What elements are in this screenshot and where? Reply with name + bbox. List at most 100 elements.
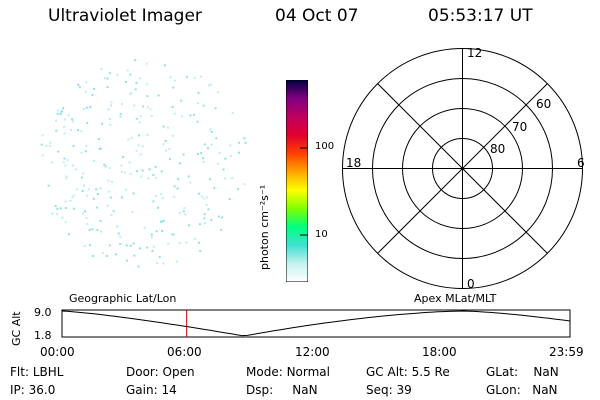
uv-pixel: [162, 219, 165, 222]
uv-pixel: [210, 219, 213, 222]
uv-pixel: [72, 145, 75, 148]
info-flt: Flt: LBHL: [10, 365, 64, 379]
uv-pixel: [202, 104, 205, 107]
uv-pixel: [183, 207, 186, 210]
uv-pixel: [238, 151, 240, 154]
uv-pixel: [64, 207, 67, 209]
uv-pixel: [112, 210, 115, 213]
uv-pixel: [109, 72, 112, 75]
uv-pixel: [200, 152, 203, 155]
uv-pixel: [231, 177, 234, 180]
uv-pixel: [146, 133, 149, 136]
uv-pixel: [161, 220, 164, 223]
uv-pixel: [207, 208, 210, 211]
uv-pixel: [119, 243, 122, 245]
uv-pixel: [181, 115, 184, 118]
uv-pixel: [171, 134, 174, 137]
uv-pixel: [106, 77, 109, 80]
uv-pixel: [187, 175, 190, 178]
uv-pixel: [68, 233, 70, 236]
uv-pixel: [173, 195, 176, 198]
uv-pixel: [132, 192, 135, 195]
uv-pixel: [101, 251, 104, 254]
uv-pixel: [189, 114, 192, 117]
uv-pixel: [117, 232, 120, 235]
uv-pixel: [160, 170, 163, 173]
uv-pixel: [156, 206, 159, 209]
uv-pixel: [95, 188, 98, 191]
uv-pixel: [152, 174, 155, 176]
uv-pixel: [185, 241, 188, 244]
uv-pixel: [56, 207, 59, 210]
uv-pixel: [222, 168, 225, 171]
uv-pixel: [130, 136, 133, 139]
uv-pixel: [203, 213, 206, 216]
uv-pixel: [172, 233, 175, 236]
uv-pixel: [171, 233, 174, 236]
uv-pixel: [80, 151, 83, 154]
uv-pixel: [155, 230, 158, 233]
uv-pixel: [86, 194, 88, 197]
uv-pixel: [210, 143, 213, 146]
uv-pixel: [59, 207, 62, 210]
uv-pixel: [109, 124, 112, 126]
date-label: 04 Oct 07: [275, 6, 359, 26]
uv-pixel: [146, 246, 149, 249]
uv-pixel: [109, 118, 111, 120]
uv-pixel: [150, 115, 153, 117]
uv-pixel: [55, 129, 58, 132]
uv-pixel: [138, 121, 141, 124]
uv-pixel: [182, 210, 185, 213]
uv-pixel: [123, 171, 126, 174]
uv-pixel: [119, 116, 122, 118]
uv-pixel: [136, 170, 139, 173]
uv-pixel: [176, 187, 179, 190]
uv-pixel: [111, 180, 113, 183]
uv-pixel: [169, 158, 171, 161]
uv-pixel: [149, 108, 152, 111]
uv-pixel: [84, 150, 87, 153]
uv-pixel: [150, 236, 153, 239]
uv-pixel: [129, 244, 132, 247]
uv-pixel: [106, 255, 108, 257]
uv-pixel: [218, 151, 221, 154]
uv-pixel: [108, 167, 111, 170]
uv-pixel: [198, 192, 201, 195]
uv-pixel: [71, 118, 74, 121]
uv-pixel: [224, 157, 227, 160]
uv-pixel: [85, 144, 88, 147]
uv-pixel: [197, 101, 200, 104]
uv-pixel: [197, 92, 200, 95]
uv-pixel: [137, 134, 140, 137]
uv-pixel: [61, 216, 64, 219]
uv-pixel: [147, 177, 150, 180]
uv-pixel: [228, 198, 231, 201]
uv-pixel: [88, 228, 91, 231]
uv-pixel: [132, 242, 135, 245]
mlt-label-12: 12: [467, 46, 483, 60]
uv-pixel: [125, 188, 127, 191]
time-tick-1800: 18:00: [422, 345, 457, 359]
uv-pixel: [178, 242, 181, 244]
info-dsp: Dsp: NaN: [246, 383, 318, 397]
uv-pixel: [81, 176, 83, 179]
uv-pixel: [134, 88, 137, 91]
uv-pixel: [137, 265, 140, 268]
uv-pixel: [119, 113, 122, 116]
uv-pixel: [62, 107, 65, 110]
uv-pixel: [217, 215, 220, 218]
uv-pixel: [168, 147, 171, 150]
uv-pixel: [142, 105, 145, 108]
uv-pixel: [119, 235, 122, 238]
uv-pixel: [231, 111, 234, 114]
uv-pixel: [84, 210, 86, 213]
uv-pixel: [41, 134, 44, 137]
uv-pixel: [126, 69, 129, 72]
uv-pixel: [103, 163, 106, 166]
uv-pixel: [64, 164, 67, 167]
uv-pixel: [135, 81, 138, 84]
uv-pixel: [154, 195, 157, 198]
timeline-y-top: 9.0: [34, 306, 52, 319]
uv-pixel: [101, 122, 104, 125]
uv-pixel: [78, 86, 81, 89]
